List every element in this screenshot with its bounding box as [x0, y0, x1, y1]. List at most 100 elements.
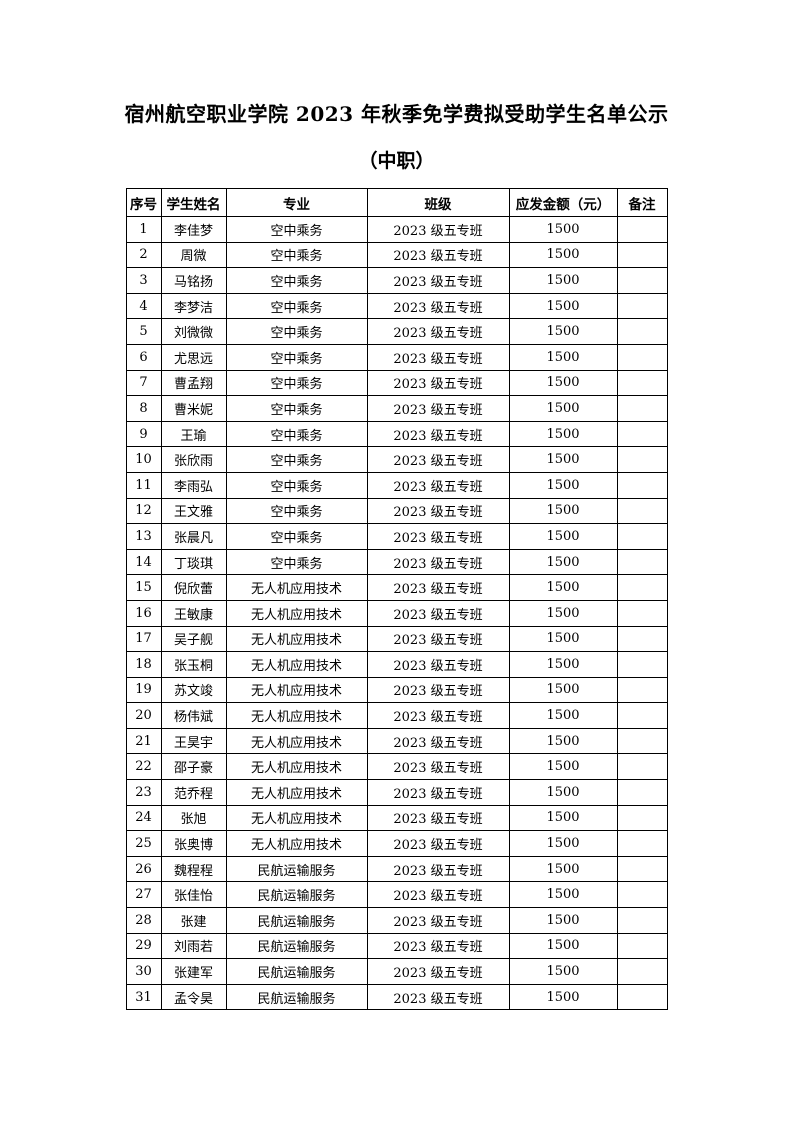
cell-seq: 25	[125, 830, 162, 857]
table-row: 24 张旭 无人机应用技术 2023 级五专班 1500	[125, 804, 668, 832]
cell-name: 张欣雨	[160, 446, 227, 473]
cell-seq: 8	[125, 395, 162, 422]
table-row: 30 张建军 民航运输服务 2023 级五专班 1500	[125, 958, 668, 985]
cell-amount: 1500	[508, 471, 618, 499]
cell-amount: 1500	[508, 779, 618, 806]
table-row: 18 张玉桐 无人机应用技术 2023 级五专班 1500	[125, 651, 668, 678]
cell-name: 张旭	[160, 804, 227, 832]
cell-seq: 31	[125, 983, 162, 1011]
cell-remark	[616, 907, 668, 934]
cell-class: 2023 级五专班	[366, 855, 510, 883]
cell-seq: 13	[125, 523, 162, 550]
cell-class: 2023 级五专班	[366, 625, 510, 653]
column-header-remark: 备注	[616, 188, 668, 217]
cell-seq: 7	[125, 369, 162, 397]
cell-class: 2023 级五专班	[366, 241, 510, 269]
cell-remark	[616, 855, 668, 883]
table-row: 7 曹孟翔 空中乘务 2023 级五专班 1500	[125, 369, 668, 397]
document-title: 宿州航空职业学院 2023 年秋季免学费拟受助学生名单公示	[124, 102, 669, 126]
cell-seq: 15	[125, 574, 162, 601]
cell-major: 民航运输服务	[225, 958, 368, 985]
cell-remark	[616, 318, 668, 345]
cell-remark	[616, 574, 668, 601]
table-row: 10 张欣雨 空中乘务 2023 级五专班 1500	[125, 446, 668, 473]
cell-remark	[616, 548, 668, 576]
cell-amount: 1500	[508, 369, 618, 397]
cell-amount: 1500	[508, 216, 618, 243]
table-row: 19 苏文竣 无人机应用技术 2023 级五专班 1500	[125, 676, 668, 704]
cell-seq: 4	[125, 292, 162, 320]
cell-class: 2023 级五专班	[366, 881, 510, 909]
cell-major: 无人机应用技术	[225, 830, 368, 857]
column-header-name: 学生姓名	[160, 188, 227, 217]
cell-name: 倪欣蕾	[160, 574, 227, 601]
cell-name: 刘雨若	[160, 932, 227, 960]
cell-name: 张晨凡	[160, 523, 227, 550]
cell-major: 无人机应用技术	[225, 574, 368, 601]
cell-major: 无人机应用技术	[225, 599, 368, 627]
table-row: 21 王昊宇 无人机应用技术 2023 级五专班 1500	[125, 727, 668, 755]
cell-class: 2023 级五专班	[366, 676, 510, 704]
cell-class: 2023 级五专班	[366, 395, 510, 422]
cell-major: 民航运输服务	[225, 881, 368, 909]
cell-class: 2023 级五专班	[366, 318, 510, 345]
cell-class: 2023 级五专班	[366, 599, 510, 627]
cell-seq: 30	[125, 958, 162, 985]
cell-name: 曹孟翔	[160, 369, 227, 397]
cell-remark	[616, 446, 668, 473]
cell-name: 张玉桐	[160, 651, 227, 678]
cell-class: 2023 级五专班	[366, 727, 510, 755]
cell-remark	[616, 779, 668, 806]
cell-remark	[616, 241, 668, 269]
cell-major: 民航运输服务	[225, 855, 368, 883]
cell-name: 苏文竣	[160, 676, 227, 704]
column-header-seq: 序号	[125, 188, 162, 217]
cell-class: 2023 级五专班	[366, 907, 510, 934]
cell-amount: 1500	[508, 599, 618, 627]
cell-seq: 23	[125, 779, 162, 806]
cell-seq: 11	[125, 471, 162, 499]
cell-major: 无人机应用技术	[225, 702, 368, 729]
cell-amount: 1500	[508, 420, 618, 448]
table-row: 2 周微 空中乘务 2023 级五专班 1500	[125, 241, 668, 269]
cell-seq: 19	[125, 676, 162, 704]
cell-class: 2023 级五专班	[366, 446, 510, 473]
cell-remark	[616, 395, 668, 422]
cell-remark	[616, 497, 668, 525]
cell-major: 空中乘务	[225, 523, 368, 550]
cell-amount: 1500	[508, 907, 618, 934]
cell-remark	[616, 369, 668, 397]
cell-major: 民航运输服务	[225, 907, 368, 934]
cell-seq: 20	[125, 702, 162, 729]
cell-class: 2023 级五专班	[366, 651, 510, 678]
table-row: 13 张晨凡 空中乘务 2023 级五专班 1500	[125, 523, 668, 550]
cell-seq: 26	[125, 855, 162, 883]
cell-amount: 1500	[508, 651, 618, 678]
cell-class: 2023 级五专班	[366, 983, 510, 1011]
cell-name: 曹米妮	[160, 395, 227, 422]
cell-major: 空中乘务	[225, 446, 368, 473]
cell-name: 杨伟斌	[160, 702, 227, 729]
table-header-row: 序号 学生姓名 专业 班级 应发金额（元） 备注	[125, 188, 668, 217]
cell-major: 空中乘务	[225, 343, 368, 371]
cell-seq: 18	[125, 651, 162, 678]
cell-name: 张佳怡	[160, 881, 227, 909]
cell-major: 空中乘务	[225, 497, 368, 525]
table-row: 4 李梦洁 空中乘务 2023 级五专班 1500	[125, 292, 668, 320]
cell-remark	[616, 804, 668, 832]
cell-name: 王文雅	[160, 497, 227, 525]
cell-class: 2023 级五专班	[366, 497, 510, 525]
cell-remark	[616, 753, 668, 781]
cell-seq: 9	[125, 420, 162, 448]
cell-remark	[616, 983, 668, 1011]
cell-seq: 27	[125, 881, 162, 909]
cell-name: 邵子豪	[160, 753, 227, 781]
cell-class: 2023 级五专班	[366, 523, 510, 550]
cell-major: 民航运输服务	[225, 983, 368, 1011]
cell-remark	[616, 651, 668, 678]
cell-amount: 1500	[508, 574, 618, 601]
cell-major: 无人机应用技术	[225, 727, 368, 755]
cell-name: 孟令昊	[160, 983, 227, 1011]
cell-class: 2023 级五专班	[366, 932, 510, 960]
cell-class: 2023 级五专班	[366, 420, 510, 448]
